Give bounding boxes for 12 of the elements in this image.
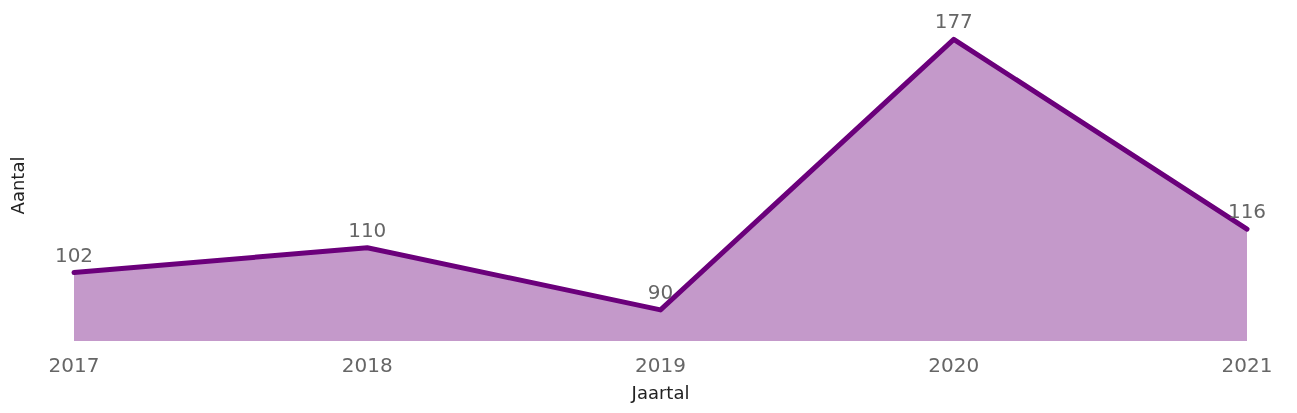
y-axis-title: Aantal <box>6 156 28 215</box>
x-tick-label: 2020 <box>928 353 980 377</box>
data-label: 110 <box>348 217 387 242</box>
data-label: 102 <box>54 242 94 267</box>
x-axis-title: Jaartal <box>630 381 690 403</box>
x-tick-label: 2018 <box>341 353 393 377</box>
x-tick-label: 2021 <box>1221 353 1273 377</box>
x-tick-label: 2017 <box>48 353 100 377</box>
data-label: 90 <box>647 279 674 304</box>
x-tick-label: 2019 <box>635 353 686 377</box>
data-label: 177 <box>934 9 973 34</box>
data-label: 116 <box>1227 199 1267 224</box>
